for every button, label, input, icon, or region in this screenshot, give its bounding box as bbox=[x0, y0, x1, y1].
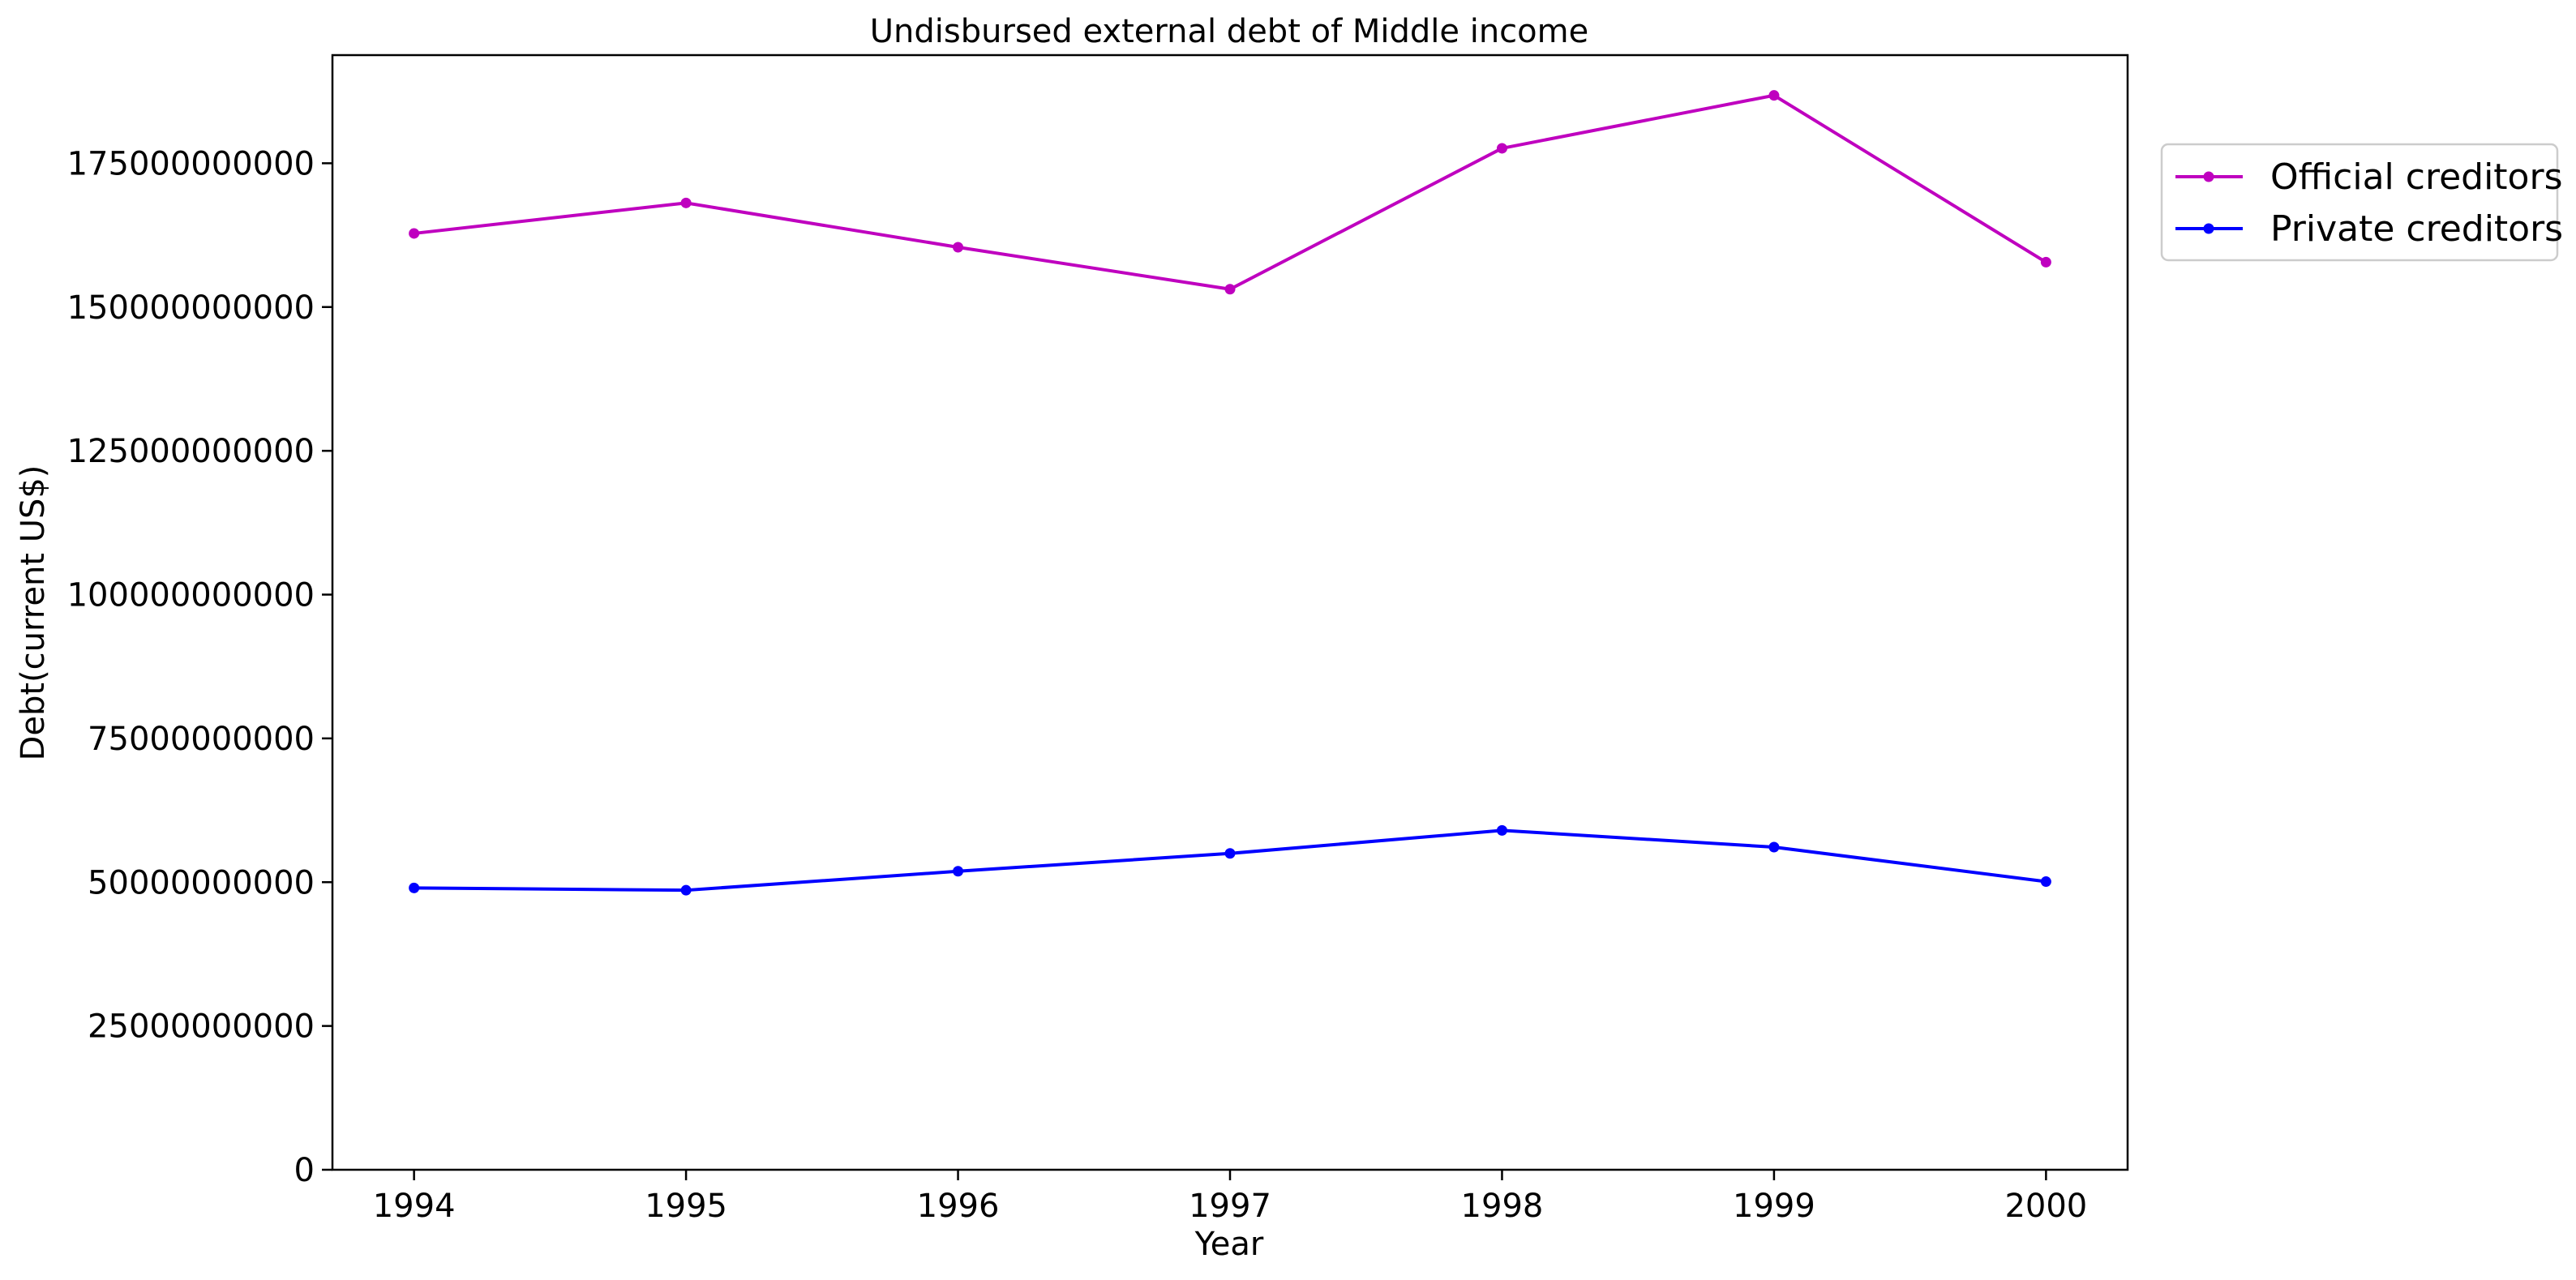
x-tick-label: 1995 bbox=[645, 1188, 727, 1225]
y-tick-label: 125000000000 bbox=[67, 433, 315, 470]
legend-box bbox=[2160, 143, 2559, 262]
data-point bbox=[1224, 284, 1236, 295]
data-point bbox=[409, 228, 420, 239]
y-tick-label: 150000000000 bbox=[67, 289, 315, 327]
y-tick-label: 0 bbox=[294, 1152, 315, 1189]
legend-label: Official creditors bbox=[2270, 156, 2563, 198]
x-tick-label: 1994 bbox=[373, 1188, 456, 1225]
y-tick-label: 25000000000 bbox=[88, 1008, 315, 1046]
x-tick-label: 1999 bbox=[1733, 1188, 1815, 1225]
x-axis-label: Year bbox=[1194, 1226, 1264, 1263]
x-tick-label: 1997 bbox=[1189, 1188, 1271, 1225]
y-axis-label: Debt(current US$) bbox=[15, 465, 52, 761]
data-point bbox=[1224, 848, 1236, 859]
y-tick-label: 75000000000 bbox=[88, 721, 315, 758]
y-tick-label: 100000000000 bbox=[67, 577, 315, 614]
data-point bbox=[1768, 841, 1780, 853]
data-point bbox=[409, 882, 420, 893]
series-layer bbox=[409, 90, 2051, 896]
legend-marker bbox=[2203, 223, 2214, 234]
x-tick-label: 1996 bbox=[917, 1188, 1000, 1225]
y-tick-label: 50000000000 bbox=[88, 864, 315, 901]
y-tick-label: 175000000000 bbox=[67, 145, 315, 182]
data-point bbox=[2040, 256, 2051, 268]
x-tick-label: 1998 bbox=[1461, 1188, 1544, 1225]
y-axis: 0 25000000000 50000000000 75000000000 100000… bbox=[67, 145, 332, 1189]
data-point bbox=[953, 866, 964, 877]
legend-label: Private creditors bbox=[2270, 208, 2563, 250]
data-point bbox=[2040, 876, 2051, 888]
data-point bbox=[680, 197, 692, 208]
chart-title: Undisbursed external debt of Middle inco… bbox=[870, 13, 1588, 50]
data-point bbox=[1496, 824, 1507, 836]
data-point bbox=[680, 884, 692, 896]
legend: Official creditors Private creditors bbox=[2160, 143, 2563, 262]
legend-marker bbox=[2203, 171, 2214, 182]
data-point bbox=[1496, 143, 1507, 154]
x-tick-label: 2000 bbox=[2004, 1188, 2087, 1225]
data-point bbox=[953, 242, 964, 253]
x-axis: 1994 1995 1996 1997 1998 1999 2000 bbox=[373, 1170, 2087, 1225]
data-point bbox=[1768, 90, 1780, 101]
